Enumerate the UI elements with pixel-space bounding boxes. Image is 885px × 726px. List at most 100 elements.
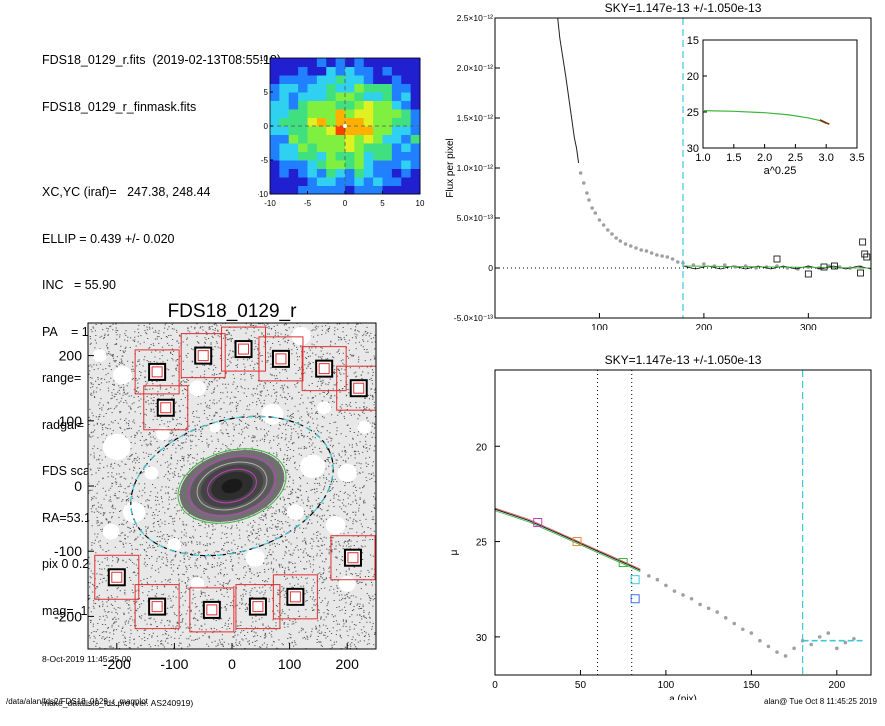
heatmap-cell bbox=[382, 160, 393, 169]
heatmap-cell bbox=[316, 83, 327, 93]
mu-point bbox=[698, 602, 702, 607]
heatmap-cell bbox=[410, 160, 421, 169]
heatmap-cell bbox=[316, 160, 327, 169]
flux-square bbox=[820, 263, 828, 271]
heatmap-cell bbox=[307, 66, 318, 76]
heatmap-cell bbox=[270, 134, 280, 144]
image-mask-hole bbox=[144, 466, 159, 480]
heatmap-cell bbox=[298, 75, 308, 84]
heatmap-cell bbox=[354, 83, 365, 93]
flux-point bbox=[601, 223, 606, 227]
heatmap-cell bbox=[345, 134, 355, 144]
star-box-inner bbox=[271, 349, 290, 368]
flux-point bbox=[618, 239, 623, 243]
heatmap-cell bbox=[316, 134, 327, 144]
heatmap-cell bbox=[345, 92, 355, 101]
image-xtick-label: 100 bbox=[278, 656, 302, 672]
galaxy-image-panel: FDS18_0129_r -200 -100 0 100 200 -200 -100 0 100 2… bbox=[54, 301, 377, 672]
heatmap-cell bbox=[270, 83, 280, 93]
heatmap-cell bbox=[288, 151, 299, 161]
flux-point bbox=[644, 249, 649, 253]
heatmap-cell bbox=[354, 75, 365, 84]
heatmap-cell bbox=[373, 168, 383, 178]
heatmap-cell bbox=[335, 58, 346, 67]
mu-point bbox=[843, 640, 848, 645]
heatmap-cell bbox=[279, 66, 290, 76]
heatmap-cell bbox=[401, 83, 412, 93]
star-box-core bbox=[347, 552, 359, 564]
heatmap-cell bbox=[288, 177, 299, 186]
heatmap-cell bbox=[382, 92, 393, 101]
heatmap-cell bbox=[307, 177, 318, 186]
heatmap-cell bbox=[354, 177, 365, 186]
heatmap-cell bbox=[373, 143, 383, 152]
heatmap-cell bbox=[345, 160, 355, 169]
heatmap-cell bbox=[326, 83, 337, 93]
heatmap-cell bbox=[401, 66, 412, 76]
heatmap-cell bbox=[391, 92, 402, 101]
inset-frame bbox=[702, 39, 858, 149]
flux-point bbox=[670, 257, 675, 261]
heatmap-cell bbox=[363, 143, 374, 152]
image-mask-hole bbox=[338, 575, 356, 592]
flux-point bbox=[722, 263, 727, 267]
heatmap-cell bbox=[279, 100, 290, 110]
heatmap-cell bbox=[288, 117, 299, 127]
heatmap-cell bbox=[335, 177, 346, 186]
heatmap-xtick-label: -10 bbox=[264, 199, 276, 208]
image-mask-hole bbox=[326, 515, 346, 535]
galaxy-isophote bbox=[221, 478, 243, 494]
heatmap-ytick-label: -10 bbox=[258, 190, 269, 199]
heatmap-cell bbox=[270, 143, 280, 152]
heatmap-cell bbox=[270, 75, 280, 84]
flux-point bbox=[581, 181, 586, 185]
heatmap-cell bbox=[298, 83, 308, 93]
mu-ylabel: μ bbox=[449, 549, 460, 555]
heatmap-cell bbox=[363, 117, 374, 127]
heatmap-cell bbox=[279, 168, 290, 178]
heatmap-cell bbox=[316, 117, 327, 127]
heatmap-cell bbox=[335, 151, 346, 161]
mu-marker-square bbox=[618, 558, 628, 568]
image-mask-hole bbox=[357, 420, 372, 434]
heatmap-cell bbox=[270, 92, 280, 101]
heatmap-cell bbox=[279, 92, 290, 101]
heatmap-cell bbox=[410, 151, 421, 161]
flux-square bbox=[859, 238, 867, 246]
heatmap-cell bbox=[288, 143, 299, 152]
heatmap-cell bbox=[391, 168, 402, 178]
image-mask-hole bbox=[155, 427, 170, 441]
heatmap-cell bbox=[354, 92, 365, 101]
flux-profile-panel: SKY=1.147e-13 +/-1.050e-13 Flux per pixel… bbox=[445, 1, 872, 330]
heatmap-cell bbox=[363, 168, 374, 178]
heatmap-cell bbox=[401, 185, 412, 195]
star-box-core bbox=[160, 402, 172, 414]
heatmap-cell bbox=[354, 117, 365, 127]
image-mask-hole bbox=[102, 433, 131, 460]
star-box-inner bbox=[343, 548, 362, 567]
mu-point bbox=[647, 574, 651, 578]
heatmap-cell bbox=[391, 58, 402, 67]
flux-title: SKY=1.147e-13 +/-1.050e-13 bbox=[605, 1, 762, 15]
heatmap-cell bbox=[391, 185, 402, 195]
heatmap-cell bbox=[382, 143, 393, 152]
flux-point bbox=[614, 236, 618, 240]
heatmap-cell bbox=[382, 168, 393, 178]
star-box-outer bbox=[143, 385, 189, 431]
heatmap-cell bbox=[345, 83, 355, 93]
heatmap-cell bbox=[410, 126, 421, 135]
heatmap-cell bbox=[354, 100, 365, 110]
mu-profile-panel: SKY=1.147e-13 +/-1.050e-13 μ a (pix) 0 50 100… bbox=[449, 353, 872, 700]
heatmap-xtick-label: -5 bbox=[304, 199, 312, 208]
inset-xtick-label: 3.0 bbox=[819, 152, 834, 164]
heatmap-cell bbox=[298, 168, 308, 178]
heatmap-ytick-label: 5 bbox=[264, 88, 269, 97]
heatmap-cell bbox=[316, 177, 327, 186]
mu-point bbox=[852, 636, 856, 641]
inset-ytick-label: 30 bbox=[687, 143, 699, 155]
heatmap-cell bbox=[391, 83, 402, 93]
heatmap-cell bbox=[326, 117, 337, 127]
heatmap-cell bbox=[326, 66, 337, 76]
image-xtick-label: 200 bbox=[336, 656, 360, 672]
mu-point bbox=[826, 631, 831, 635]
